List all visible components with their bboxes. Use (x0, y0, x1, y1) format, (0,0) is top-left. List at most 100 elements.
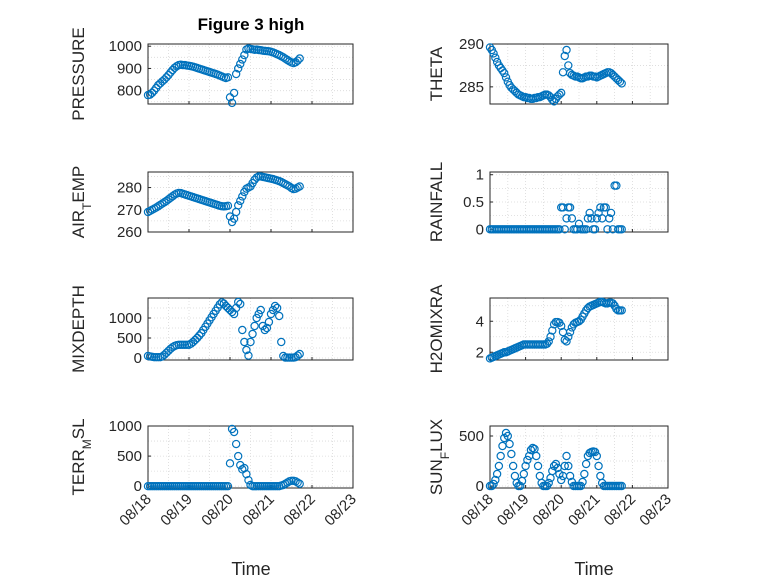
data-point (558, 68, 568, 77)
data-point (501, 73, 511, 82)
data-point (562, 45, 571, 55)
data-point (254, 309, 263, 319)
axes-box (147, 297, 354, 361)
data-point (491, 475, 500, 485)
x-tick-label: 08/20 (529, 491, 568, 530)
data-point (229, 309, 239, 319)
data-point (242, 469, 251, 479)
data-point (291, 477, 300, 486)
data-point (492, 469, 502, 479)
data-point (576, 481, 585, 491)
panel-theta: 285 290 THETA (427, 36, 669, 106)
data-point (246, 337, 255, 347)
data-point (281, 54, 290, 63)
y-tick-label: 260 (117, 224, 142, 241)
data-point (548, 326, 557, 335)
data-point (248, 329, 257, 339)
data-point (557, 475, 566, 485)
axes-box (147, 43, 354, 105)
data-point (238, 55, 247, 64)
data-point (523, 455, 532, 465)
data-point (557, 321, 566, 331)
y-axis-label-airtemp: AIRTEMP (69, 166, 94, 239)
data-point (279, 480, 288, 490)
data-point (592, 451, 602, 461)
data-point (583, 214, 593, 223)
y-tick-label: 280 (117, 180, 142, 197)
y-tick-label: 1 (476, 167, 484, 184)
data-point (258, 321, 267, 331)
y-tick-label: 2 (476, 344, 484, 361)
y-tick-label: 0.5 (463, 194, 484, 211)
x-axis-label-right: Time (574, 559, 613, 579)
data-point (223, 303, 233, 313)
data-point (544, 337, 553, 346)
x-axis-label-left: Time (231, 559, 270, 579)
data-point (252, 313, 261, 323)
panel-mixdepth: 0 500 1000 MIXDEPTH (69, 285, 354, 373)
data-point (238, 192, 247, 201)
data-point (491, 53, 500, 62)
data-point (508, 461, 518, 471)
data-point (231, 69, 241, 79)
data-point (154, 202, 163, 211)
data-point (551, 459, 561, 469)
data-point (606, 208, 616, 218)
data-point (567, 214, 577, 223)
data-point (612, 181, 621, 190)
x-tick-label: 08/23 (636, 491, 675, 530)
axes-box (489, 297, 669, 361)
data-point (242, 345, 251, 355)
y-axis-label-rainfall: RAINFALL (427, 162, 446, 242)
data-point (605, 214, 614, 223)
data-point (238, 465, 247, 474)
data-point (236, 59, 245, 69)
data-point (565, 327, 575, 337)
data-point (256, 305, 265, 315)
panel-h2omixra: 2 4 H2OMIXRA (427, 284, 669, 373)
y-axis-label-mixdepth: MIXDEPTH (69, 285, 88, 373)
data-point (617, 481, 626, 491)
x-tick-label: 08/18 (458, 491, 497, 530)
data-point (528, 443, 537, 453)
y-tick-label: 900 (117, 60, 142, 77)
data-point (587, 214, 596, 223)
data-point (295, 349, 304, 359)
y-axis-label-theta: THETA (427, 46, 446, 101)
data-point (578, 477, 587, 487)
data-point (236, 196, 245, 206)
y-tick-label: 285 (459, 79, 484, 96)
data-point (260, 325, 270, 335)
figure-title: Figure 3 high (198, 15, 305, 34)
y-axis-label-sunflux: SUNFLUX (427, 419, 452, 495)
data-point (279, 351, 288, 361)
panel-terrmsl: 0 500 1000 08/18 08/19 08/20 08/21 08/22 08/23 TE… (69, 418, 360, 529)
x-tick-label: 08/20 (198, 491, 237, 530)
y-tick-label: 4 (476, 313, 484, 330)
data-point (195, 331, 204, 340)
y-tick-label: 500 (117, 448, 142, 465)
data-point (162, 73, 171, 82)
data-point (597, 214, 607, 223)
data-point (225, 212, 235, 221)
y-axis-label-terrmsl: TERRMSL (69, 418, 94, 495)
data-point (238, 325, 247, 335)
y-axis-label-h2omixra: H2OMIXRA (427, 284, 446, 373)
data-point (565, 471, 575, 481)
data-point (283, 478, 292, 487)
data-point (519, 469, 529, 479)
data-point (272, 303, 282, 313)
data-point (295, 182, 304, 191)
data-point (596, 471, 605, 481)
data-point (581, 459, 591, 469)
data-point (617, 225, 626, 234)
data-point (240, 463, 249, 473)
data-point (240, 50, 249, 60)
data-point (494, 461, 504, 471)
data-point (147, 88, 157, 98)
x-tick-label: 08/21 (565, 491, 604, 530)
data-point (246, 480, 255, 490)
y-tick-label: 0 (134, 350, 142, 367)
